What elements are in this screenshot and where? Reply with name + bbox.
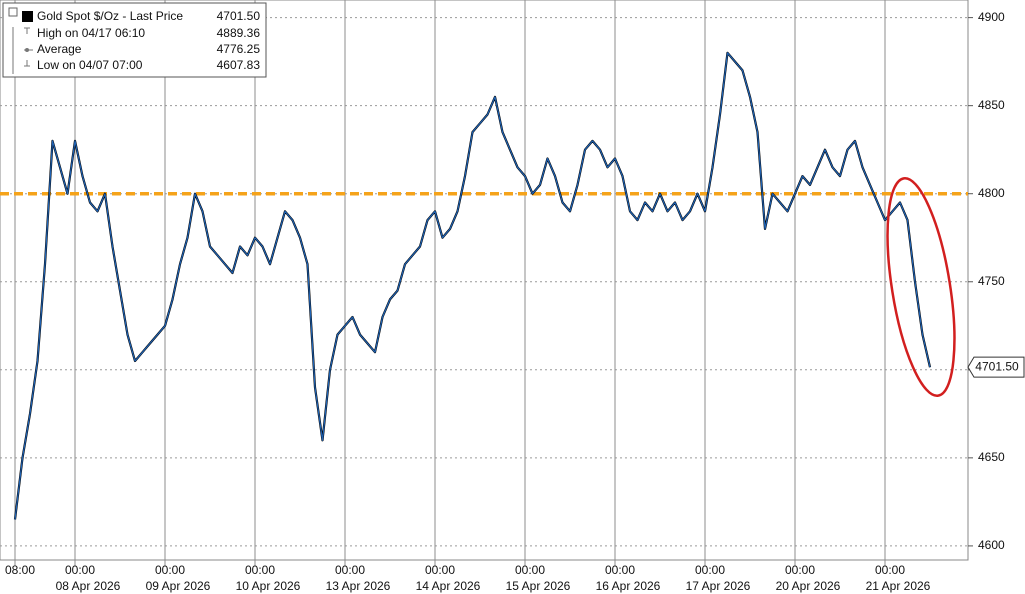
x-date-label: 16 Apr 2026 [596, 579, 661, 593]
y-tick-label: 4800 [978, 186, 1005, 200]
last-price-tag [967, 356, 1025, 378]
last-price-label: 4701.50 [975, 359, 1019, 373]
legend-label: High on 04/17 06:10 [37, 26, 145, 40]
plot-area [0, 0, 969, 561]
x-date-label: 10 Apr 2026 [236, 579, 301, 593]
legend-label: Gold Spot $/Oz - Last Price [37, 9, 183, 23]
x-date-label: 09 Apr 2026 [146, 579, 211, 593]
y-tick-label: 4850 [978, 98, 1005, 112]
y-tick-label: 4650 [978, 450, 1005, 464]
y-tick-label: 4900 [978, 10, 1005, 24]
grid [0, 0, 968, 566]
legend: Gold Spot $/Oz - Last Price 4701.50 High… [2, 2, 267, 78]
y-tick-label: 4600 [978, 538, 1005, 552]
x-tick-label: 00:00 [785, 563, 815, 577]
legend-label: Average [37, 42, 82, 56]
x-tick-label: 00:00 [605, 563, 635, 577]
x-tick-label: 08:00 [5, 563, 35, 577]
legend-box [2, 2, 267, 78]
price-line [14, 52, 931, 520]
x-tick-label: 00:00 [155, 563, 185, 577]
x-tick-label: 00:00 [875, 563, 905, 577]
x-tick-label: 00:00 [425, 563, 455, 577]
x-tick-label: 00:00 [515, 563, 545, 577]
legend-swatch [22, 11, 33, 22]
legend-icon [25, 48, 29, 52]
x-date-label: 14 Apr 2026 [416, 579, 481, 593]
x-tick-label: 00:00 [695, 563, 725, 577]
x-date-label: 20 Apr 2026 [776, 579, 841, 593]
marks [0, 51, 968, 520]
x-date-label: 15 Apr 2026 [506, 579, 571, 593]
x-tick-label: 00:00 [245, 563, 275, 577]
x-date-label: 21 Apr 2026 [866, 579, 931, 593]
legend-value: 4889.36 [217, 26, 261, 40]
legend-value: 4701.50 [217, 9, 261, 23]
x-date-label: 13 Apr 2026 [326, 579, 391, 593]
x-date-label: 17 Apr 2026 [686, 579, 751, 593]
legend-toggle [8, 7, 18, 17]
x-date-label: 08 Apr 2026 [56, 579, 121, 593]
highlight-ellipse [886, 177, 956, 397]
legend-label: Low on 04/07 07:00 [37, 58, 143, 72]
x-tick-label: 00:00 [335, 563, 365, 577]
x-tick-label: 00:00 [65, 563, 95, 577]
legend-value: 4776.25 [217, 42, 261, 56]
legend-value: 4607.83 [217, 58, 261, 72]
y-tick-label: 4750 [978, 274, 1005, 288]
